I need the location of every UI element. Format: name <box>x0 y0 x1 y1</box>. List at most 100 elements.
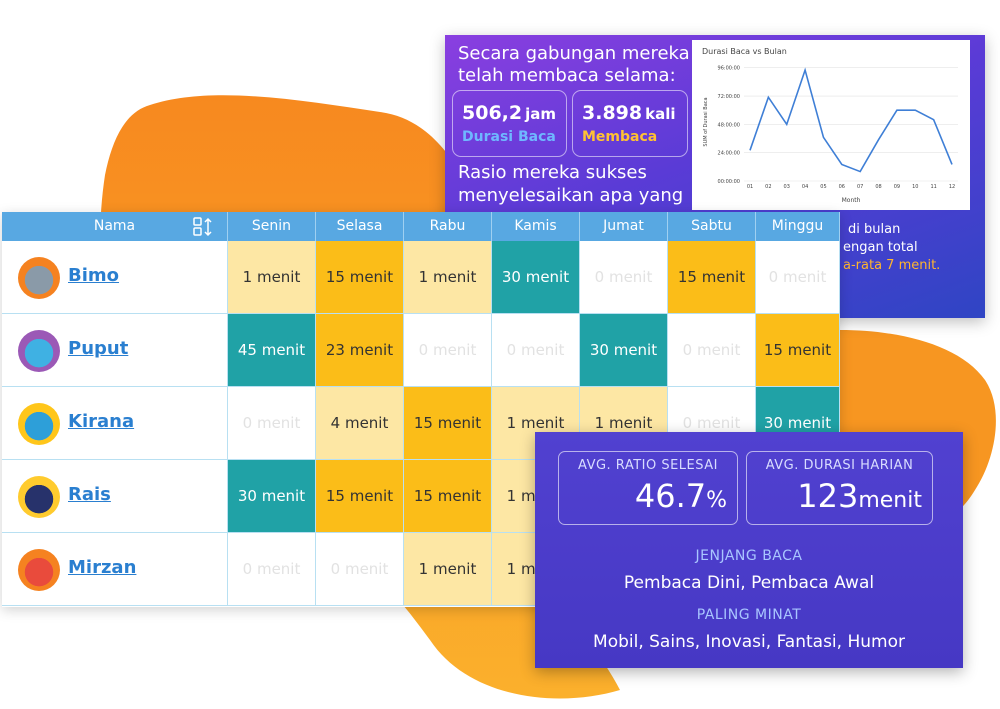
stat-box: 506,2 jam Durasi Baca <box>452 90 567 157</box>
day-cell: 30 menit <box>580 314 668 387</box>
card-label: AVG. RATIO SELESAI <box>578 458 718 473</box>
student-name[interactable]: Rais <box>68 484 111 505</box>
stat-unit: kali <box>645 105 676 123</box>
column-header: Kamis <box>492 212 580 241</box>
day-cell: 45 menit <box>228 314 316 387</box>
day-cell: 0 menit <box>580 241 668 314</box>
x-tick-label: 07 <box>857 184 863 190</box>
card-label: AVG. DURASI HARIAN <box>765 458 914 473</box>
avatar <box>18 257 60 299</box>
y-tick-label: 96:00:00 <box>718 66 740 72</box>
x-tick-label: 05 <box>820 184 826 190</box>
stat-card: AVG. RATIO SELESAI 46.7% <box>558 451 738 525</box>
day-cell: 30 menit <box>228 460 316 533</box>
card-value: 123menit <box>797 477 922 515</box>
name-cell: Kirana <box>2 387 228 460</box>
summary-fragment: di bulan <box>848 222 901 237</box>
summary-text: menyelesaikan apa yang <box>458 185 684 206</box>
avatar <box>18 403 60 445</box>
student-name[interactable]: Kirana <box>68 411 135 432</box>
stats-panel: AVG. RATIO SELESAI 46.7% AVG. DURASI HAR… <box>535 432 963 668</box>
stat-number: 506,2 <box>462 102 523 124</box>
y-axis-label: SUM of Durasi Baca <box>703 97 709 146</box>
card-number: 46.7 <box>634 477 707 515</box>
x-tick-label: 03 <box>784 184 790 190</box>
stat-label: Membaca <box>582 129 658 145</box>
summary-fragment: engan total <box>843 240 918 255</box>
x-tick-label: 09 <box>894 184 900 190</box>
column-header: Sabtu <box>668 212 756 241</box>
day-cell: 1 menit <box>404 533 492 606</box>
day-cell: 0 menit <box>756 241 840 314</box>
name-cell: Mirzan <box>2 533 228 606</box>
student-name[interactable]: Puput <box>68 338 129 359</box>
column-header: Rabu <box>404 212 492 241</box>
day-cell: 1 menit <box>404 241 492 314</box>
y-tick-label: 72:00:00 <box>718 94 740 100</box>
stat-value: 3.898 kali <box>582 102 676 124</box>
line-chart: Durasi Baca vs Bulan SUM of Durasi Baca … <box>692 40 970 210</box>
avatar <box>18 330 60 372</box>
column-header: Nama <box>2 212 228 241</box>
summary-text: Rasio mereka sukses <box>458 162 647 183</box>
avatar <box>18 549 60 591</box>
x-tick-label: 11 <box>930 184 936 190</box>
card-unit: % <box>706 488 727 513</box>
y-tick-label: 48:00:00 <box>718 122 740 128</box>
card-value: 46.7% <box>635 477 727 515</box>
day-cell: 0 menit <box>668 314 756 387</box>
column-header: Senin <box>228 212 316 241</box>
stat-number: 3.898 <box>582 102 643 124</box>
chart-title: Durasi Baca vs Bulan <box>702 47 787 56</box>
stat-unit: jam <box>525 105 557 123</box>
card-number: 123 <box>797 477 859 515</box>
student-name[interactable]: Mirzan <box>68 557 137 578</box>
x-axis-label: Month <box>842 197 861 204</box>
name-cell: Puput <box>2 314 228 387</box>
name-cell: Rais <box>2 460 228 533</box>
column-header: Selasa <box>316 212 404 241</box>
data-line <box>749 67 953 173</box>
section-heading: JENJANG BACA <box>695 548 803 564</box>
x-tick-label: 08 <box>875 184 881 190</box>
card-unit: menit <box>858 488 922 513</box>
sort-icon[interactable] <box>193 217 215 237</box>
day-cell: 4 menit <box>316 387 404 460</box>
column-header: Minggu <box>756 212 840 241</box>
day-cell: 15 menit <box>316 241 404 314</box>
column-header: Jumat <box>580 212 668 241</box>
x-tick-label: 12 <box>949 184 955 190</box>
day-cell: 0 menit <box>492 314 580 387</box>
summary-heading: telah membaca selama: <box>458 65 676 86</box>
stat-label: Durasi Baca <box>462 129 556 145</box>
day-cell: 15 menit <box>756 314 840 387</box>
day-cell: 0 menit <box>228 533 316 606</box>
x-tick-label: 04 <box>802 184 808 190</box>
name-cell: Bimo <box>2 241 228 314</box>
avatar <box>18 476 60 518</box>
stat-value: 506,2 jam <box>462 102 556 124</box>
day-cell: 15 menit <box>668 241 756 314</box>
day-cell: 0 menit <box>316 533 404 606</box>
stat-card: AVG. DURASI HARIAN 123menit <box>746 451 933 525</box>
section-text: Pembaca Dini, Pembaca Awal <box>623 573 875 593</box>
section-heading: PALING MINAT <box>696 607 802 623</box>
day-cell: 1 menit <box>228 241 316 314</box>
summary-heading: Secara gabungan mereka <box>458 43 690 64</box>
reading-table: Nama Senin Selasa Rabu Kamis Jumat Sabtu Minggu… <box>2 212 840 607</box>
day-cell: 30 menit <box>492 241 580 314</box>
day-cell: 0 menit <box>404 314 492 387</box>
day-cell: 15 menit <box>316 460 404 533</box>
day-cell: 15 menit <box>404 460 492 533</box>
day-cell: 23 menit <box>316 314 404 387</box>
day-cell: 15 menit <box>404 387 492 460</box>
y-tick-label: 00:00:00 <box>718 179 740 185</box>
stat-box: 3.898 kali Membaca <box>572 90 688 157</box>
y-tick-label: 24:00:00 <box>718 151 740 157</box>
summary-fragment: a-rata 7 menit. <box>843 258 941 273</box>
x-tick-label: 01 <box>747 184 753 190</box>
student-name[interactable]: Bimo <box>68 265 120 286</box>
x-tick-label: 10 <box>912 184 918 190</box>
x-tick-label: 06 <box>839 184 845 190</box>
